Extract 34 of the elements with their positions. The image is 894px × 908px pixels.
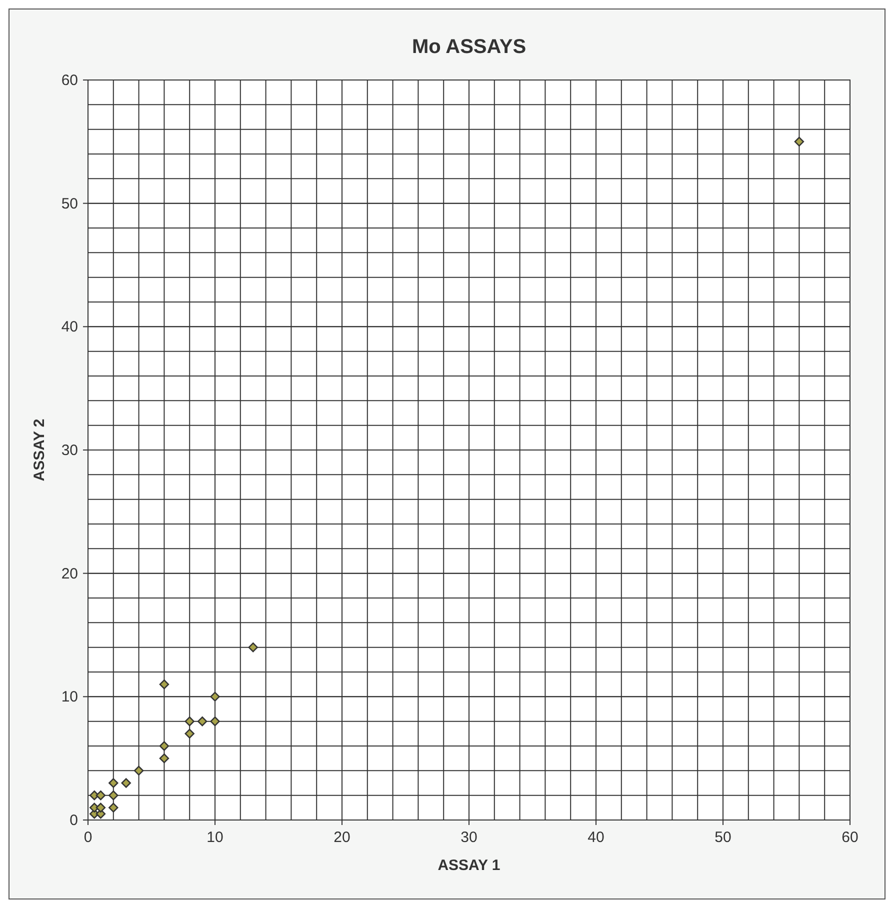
x-tick-label: 40 (588, 829, 604, 846)
point (248, 642, 258, 652)
point (96, 802, 106, 813)
point (794, 136, 804, 147)
y-tick-label: 60 (61, 72, 78, 89)
point (121, 778, 131, 788)
y-tick-label: 10 (61, 688, 78, 706)
y-tick-label: 30 (61, 442, 78, 459)
point (159, 753, 170, 764)
point (159, 741, 170, 751)
point (96, 790, 106, 800)
y-tick-label: 40 (61, 318, 78, 336)
y-tick-label: 20 (61, 565, 78, 582)
x-tick-label: 60 (842, 829, 858, 846)
x-tick-label: 30 (460, 829, 478, 846)
y-tick-label: 0 (70, 812, 78, 829)
point (184, 716, 194, 726)
x-tick-label: 10 (206, 829, 224, 846)
y-axis-title: ASSAY 2 (31, 418, 48, 482)
x-tick-label: 20 (334, 829, 350, 846)
x-tick-label: 0 (84, 829, 92, 846)
point (159, 679, 170, 690)
point (210, 716, 220, 726)
point (197, 716, 208, 726)
chart-title: Mo ASSAYS (412, 36, 526, 58)
x-tick-label: 50 (714, 829, 732, 846)
point (108, 802, 118, 813)
x-axis-title: ASSAY 1 (438, 857, 500, 874)
point (134, 766, 144, 776)
y-tick-label: 50 (61, 195, 78, 212)
point (184, 728, 194, 739)
point (210, 692, 220, 702)
point (108, 778, 118, 788)
point (108, 790, 118, 800)
